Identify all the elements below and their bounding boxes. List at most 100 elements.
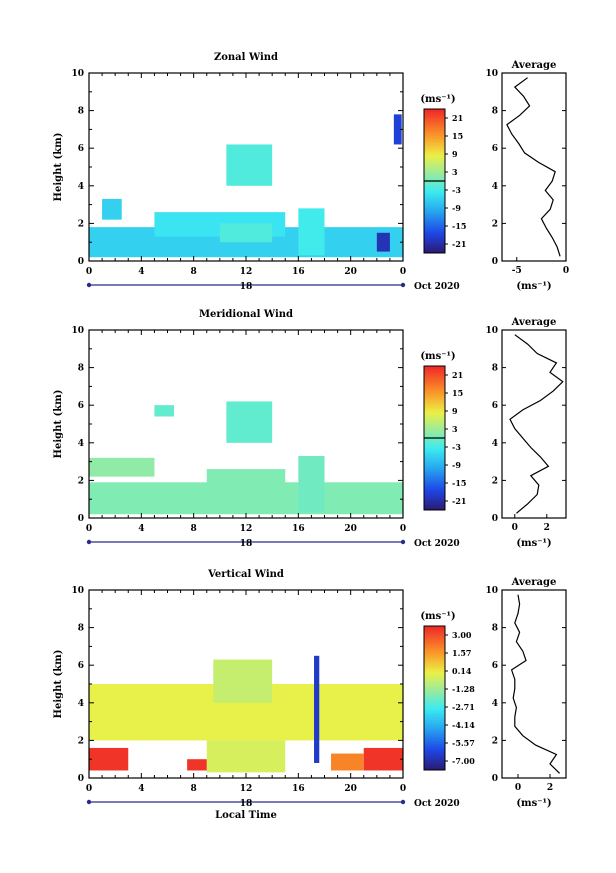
colorbar-segment bbox=[424, 375, 445, 379]
x-tick-label: 8 bbox=[191, 524, 197, 534]
colorbar-segment bbox=[424, 666, 445, 670]
colorbar-segment bbox=[424, 402, 445, 405]
colorbar-tick-label: -15 bbox=[452, 221, 466, 231]
colorbar-segment bbox=[424, 426, 445, 429]
x-tick-label: 20 bbox=[344, 267, 357, 277]
colorbar-segment bbox=[424, 250, 445, 254]
colorbar-segment bbox=[424, 202, 445, 206]
colorbar-segment bbox=[424, 753, 445, 757]
average-x-label: (ms⁻¹) bbox=[516, 798, 551, 809]
colorbar-segment bbox=[424, 683, 445, 687]
colorbar-segment bbox=[424, 169, 445, 172]
x-axis-label: Local Time bbox=[215, 810, 277, 821]
colorbar-segment bbox=[424, 238, 445, 242]
y-tick-label: 2 bbox=[78, 219, 84, 229]
colorbar-segment bbox=[424, 166, 445, 170]
colorbar-segment bbox=[424, 154, 445, 158]
colorbar-segment bbox=[424, 662, 445, 665]
colorbar-segment bbox=[424, 394, 445, 398]
colorbar-tick-label: -5.57 bbox=[452, 738, 475, 748]
colorbar-segment bbox=[424, 368, 445, 372]
panel-title: Meridional Wind bbox=[199, 309, 293, 320]
colorbar-segment bbox=[424, 411, 445, 415]
average-y-tick-label: 4 bbox=[492, 439, 498, 449]
x-tick-label: 0 bbox=[86, 267, 92, 277]
x-tick-label: 12 bbox=[240, 267, 253, 277]
colorbar-segment bbox=[424, 724, 445, 728]
x-tick-label: 0 bbox=[86, 784, 92, 794]
colorbar-segment bbox=[424, 690, 445, 694]
colorbar-segment bbox=[424, 664, 445, 668]
colorbar-segment bbox=[424, 147, 445, 151]
data-region bbox=[213, 659, 273, 703]
average-y-tick-label: 0 bbox=[492, 774, 498, 784]
average-x-tick-label: 2 bbox=[547, 783, 553, 793]
colorbar-segment bbox=[424, 674, 445, 677]
colorbar-tick-label: 15 bbox=[452, 388, 463, 398]
y-tick-label: 10 bbox=[71, 326, 84, 336]
colorbar-segment bbox=[424, 409, 445, 413]
average-x-label: (ms⁻¹) bbox=[516, 538, 551, 549]
colorbar-segment bbox=[424, 416, 445, 420]
data-region bbox=[363, 747, 403, 771]
x-tick-label: 0 bbox=[400, 267, 406, 277]
colorbar-segment bbox=[424, 505, 445, 509]
average-y-tick-label: 4 bbox=[492, 182, 498, 192]
colorbar-segment bbox=[424, 481, 445, 485]
y-tick-label: 8 bbox=[78, 624, 84, 634]
colorbar-segment bbox=[424, 738, 445, 742]
y-tick-label: 0 bbox=[78, 774, 84, 784]
colorbar-tick-label: 21 bbox=[452, 370, 463, 380]
x-tick-label: 8 bbox=[191, 267, 197, 277]
date-right-label: Oct 2020 bbox=[414, 282, 460, 292]
colorbar-segment bbox=[424, 743, 445, 747]
data-region bbox=[206, 469, 286, 494]
colorbar-segment bbox=[424, 471, 445, 475]
colorbar-segment bbox=[424, 741, 445, 745]
colorbar-tick-label: -1.28 bbox=[452, 684, 475, 694]
colorbar-segment bbox=[424, 373, 445, 377]
date-right-label: Oct 2020 bbox=[414, 539, 460, 549]
colorbar-segment bbox=[424, 686, 445, 689]
colorbar-segment bbox=[424, 700, 445, 704]
colorbar-segment bbox=[424, 495, 445, 499]
colorbar-frame bbox=[423, 625, 446, 771]
colorbar-segment bbox=[424, 638, 445, 641]
colorbar-tick-label: 9 bbox=[452, 149, 458, 159]
colorbar-segment bbox=[424, 669, 445, 673]
colorbar-segment bbox=[424, 209, 445, 213]
colorbar-tick-label: -9 bbox=[452, 203, 461, 213]
colorbar-segment bbox=[424, 421, 445, 425]
colorbar-segment bbox=[424, 423, 445, 427]
average-profile-line bbox=[510, 594, 561, 774]
date-bar-end bbox=[86, 282, 92, 288]
colorbar-segment bbox=[424, 382, 445, 386]
colorbar-segment bbox=[424, 722, 445, 725]
colorbar-segment bbox=[424, 450, 445, 453]
y-tick-label: 8 bbox=[78, 364, 84, 374]
colorbar-segment bbox=[424, 750, 445, 754]
colorbar-segment bbox=[424, 714, 445, 718]
x-tick-label: 4 bbox=[138, 267, 144, 277]
colorbar-segment bbox=[424, 176, 445, 180]
y-tick-label: 6 bbox=[78, 661, 84, 671]
y-axis-label: Height (km) bbox=[53, 133, 64, 202]
date-right-label: Oct 2020 bbox=[414, 799, 460, 809]
colorbar-segment bbox=[424, 236, 445, 240]
colorbar-segment bbox=[424, 748, 445, 752]
colorbar-segment bbox=[424, 200, 445, 204]
colorbar-tick-label: 1.57 bbox=[452, 648, 471, 658]
average-x-tick-label: -5 bbox=[512, 266, 522, 276]
colorbar-segment bbox=[424, 195, 445, 199]
average-y-tick-label: 10 bbox=[485, 586, 498, 596]
colorbar-tick-label: -21 bbox=[452, 496, 466, 506]
colorbar-segment bbox=[424, 130, 445, 134]
data-region bbox=[102, 198, 122, 220]
colorbar-segment bbox=[424, 145, 445, 148]
colorbar-segment bbox=[424, 767, 445, 771]
colorbar-segment bbox=[424, 378, 445, 381]
colorbar-segment bbox=[424, 659, 445, 663]
average-frame bbox=[501, 72, 567, 262]
colorbar-segment bbox=[424, 135, 445, 139]
